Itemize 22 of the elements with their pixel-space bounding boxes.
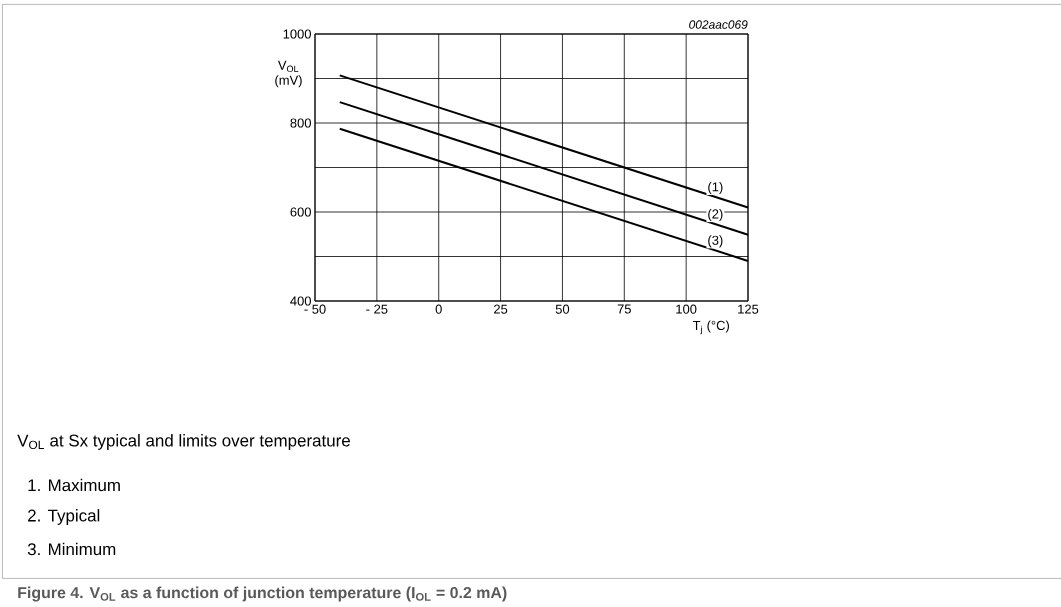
x-tick-label: 50	[555, 304, 570, 314]
y-axis-title: V$_{OL}$ (mV)	[275, 60, 302, 88]
text: 2. Typical	[28, 509, 100, 525]
series-label: (3)	[708, 235, 723, 248]
text: 002aac069	[689, 20, 748, 29]
y-tick-label: 600	[290, 207, 311, 217]
text: 1. Maximum	[28, 478, 120, 492]
y-tick-label: 400	[290, 296, 311, 306]
x-tick-label: 100	[676, 304, 697, 314]
x-tick-label: 75	[617, 304, 631, 314]
text: 3. Minimum	[27, 542, 116, 556]
x-tick-label: 25	[494, 304, 508, 314]
x-axis-title: T$_{j}$ (°C)	[692, 320, 729, 335]
x-tick-label: 125	[738, 304, 759, 314]
x-tick-label: - 25	[366, 304, 388, 314]
series-label: (1)	[708, 181, 723, 194]
text: Figure 4. V$_{OL}$ as a function of junction temperature (I$_{OL}$ = 0.2 mA)	[18, 586, 507, 602]
x-tick-label: 0	[435, 304, 442, 314]
text: V$_{OL}$ at Sx typical and limits over temperature	[17, 434, 350, 450]
y-tick-label: 800	[290, 118, 311, 128]
y-tick-label: 1000	[283, 29, 311, 39]
series-label: (2)	[708, 209, 723, 222]
